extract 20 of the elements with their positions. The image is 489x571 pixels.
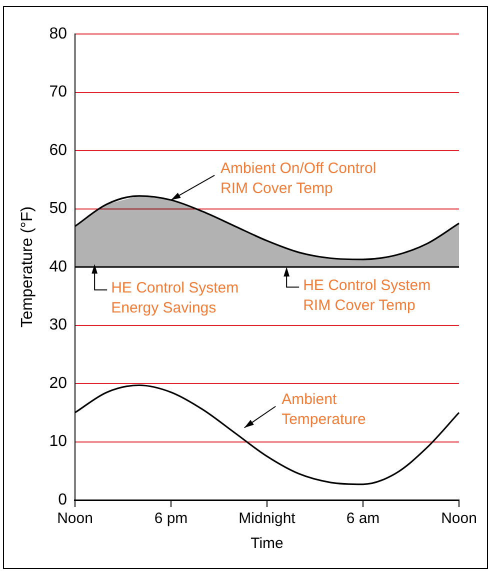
- y-tick-label: 0: [58, 491, 68, 508]
- y-tick-label: 10: [49, 433, 68, 450]
- x-tick-label: Noon: [441, 510, 477, 528]
- y-tick-label: 70: [49, 84, 68, 101]
- y-tick-label: 80: [49, 25, 68, 42]
- y-tick-label: 20: [49, 374, 68, 392]
- annotation: HE Control System Energy Savings: [111, 280, 239, 317]
- annotation: Ambient On/Off Control RIM Cover Temp: [220, 160, 376, 197]
- x-tick-label: Midnight: [238, 510, 296, 528]
- x-tick-label: 6 am: [346, 510, 380, 528]
- x-tick-label: Noon: [57, 510, 93, 528]
- annotation: Ambient Temperature: [282, 390, 366, 428]
- y-tick-label: 50: [49, 200, 68, 218]
- x-tick-label: 6 pm: [154, 510, 188, 528]
- x-axis-title: Time: [250, 535, 284, 552]
- annotation: HE Control System RIM Cover Temp: [303, 276, 431, 314]
- y-tick-label: 30: [49, 316, 68, 334]
- y-tick-label: 40: [49, 258, 68, 276]
- y-axis-title: Temperature (°F): [19, 206, 36, 328]
- y-tick-label: 60: [49, 142, 68, 159]
